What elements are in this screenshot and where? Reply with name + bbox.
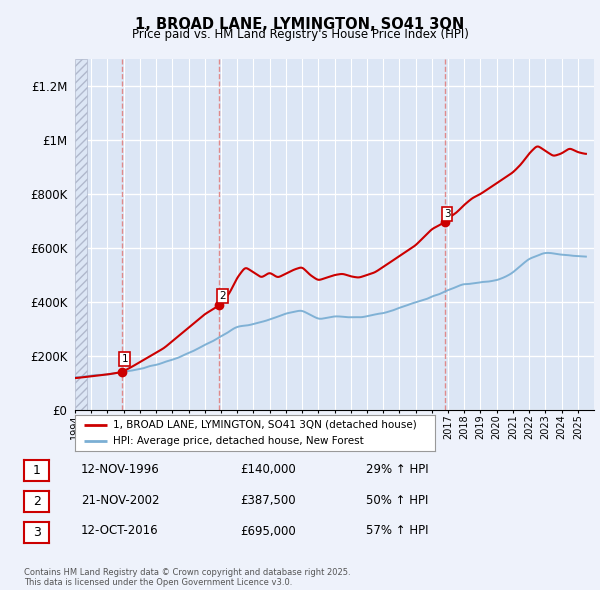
Text: 21-NOV-2002: 21-NOV-2002	[81, 494, 160, 507]
Text: 57% ↑ HPI: 57% ↑ HPI	[366, 525, 428, 537]
Text: 3: 3	[444, 209, 451, 219]
Text: 1, BROAD LANE, LYMINGTON, SO41 3QN: 1, BROAD LANE, LYMINGTON, SO41 3QN	[136, 17, 464, 31]
Text: HPI: Average price, detached house, New Forest: HPI: Average price, detached house, New …	[113, 437, 364, 447]
Bar	[75, 59, 87, 410]
Text: £695,000: £695,000	[240, 525, 296, 537]
Text: 29% ↑ HPI: 29% ↑ HPI	[366, 463, 428, 476]
Text: 1: 1	[121, 354, 128, 364]
Text: 2: 2	[219, 291, 226, 301]
Text: 12-NOV-1996: 12-NOV-1996	[81, 463, 160, 476]
Text: Contains HM Land Registry data © Crown copyright and database right 2025.
This d: Contains HM Land Registry data © Crown c…	[24, 568, 350, 587]
Text: Price paid vs. HM Land Registry's House Price Index (HPI): Price paid vs. HM Land Registry's House …	[131, 28, 469, 41]
Text: 3: 3	[32, 526, 41, 539]
Text: £140,000: £140,000	[240, 463, 296, 476]
Text: 50% ↑ HPI: 50% ↑ HPI	[366, 494, 428, 507]
Text: £387,500: £387,500	[240, 494, 296, 507]
Text: 2: 2	[32, 495, 41, 508]
Text: 1, BROAD LANE, LYMINGTON, SO41 3QN (detached house): 1, BROAD LANE, LYMINGTON, SO41 3QN (deta…	[113, 419, 416, 430]
Text: 12-OCT-2016: 12-OCT-2016	[81, 525, 158, 537]
Text: 1: 1	[32, 464, 41, 477]
